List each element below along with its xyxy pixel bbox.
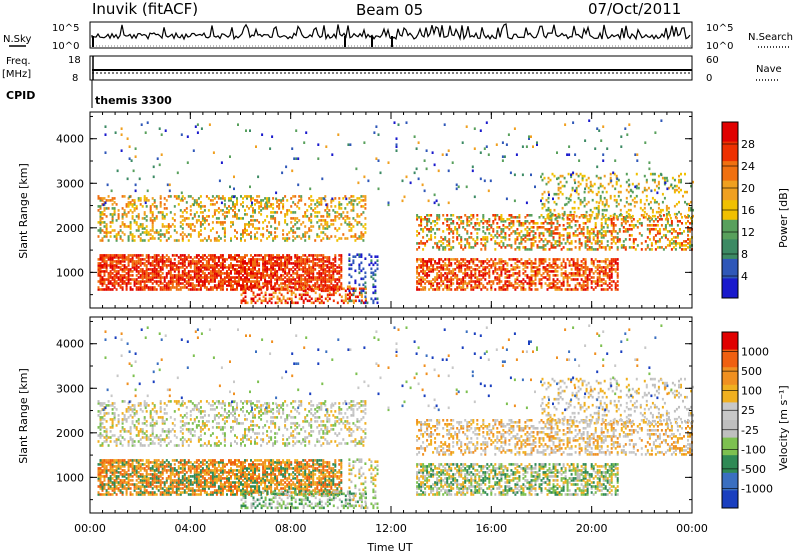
cpid-value: themis 3300 bbox=[95, 94, 172, 107]
noise-sky-label: N.Sky bbox=[3, 34, 31, 45]
velocity-colorbar: 1000 500 100 25 -25 -100 -500 -1000 Velocity [m… bbox=[721, 331, 790, 509]
noise-sky-trace bbox=[91, 23, 691, 47]
x-tick-label: 08:00 bbox=[275, 522, 307, 535]
noise-left-tick-top: 10^5 bbox=[52, 23, 79, 34]
colorbar-tick-label: 1000 bbox=[741, 346, 769, 359]
colorbar-tick-label: -1000 bbox=[741, 482, 773, 495]
nave-right-tick-top: 60 bbox=[706, 55, 719, 66]
colorbar-tick-label: 4 bbox=[741, 270, 748, 283]
y-tick-label: 2000 bbox=[56, 222, 84, 235]
colorbar-tick-label: 24 bbox=[741, 160, 755, 173]
velocity-colorbar-label: Velocity [m s⁻¹] bbox=[777, 385, 790, 470]
velocity-heatmap-panel: 00:00 04:00 08:00 12:00 16:00 20:00 00:00 1000… bbox=[17, 316, 708, 554]
power-y-axis-label: Slant Range [km] bbox=[17, 163, 30, 259]
x-tick-label: 12:00 bbox=[375, 522, 407, 535]
freq-left-tick-bottom: 8 bbox=[72, 73, 78, 84]
cpid-label: CPID bbox=[6, 89, 35, 102]
noise-left-tick-bottom: 10^0 bbox=[52, 41, 79, 52]
velocity-heatmap bbox=[97, 324, 694, 510]
nave-right-tick-bottom: 0 bbox=[706, 73, 712, 84]
colorbar-tick-label: 25 bbox=[741, 404, 755, 417]
nave-label: Nave bbox=[756, 64, 782, 75]
x-axis-label: Time UT bbox=[366, 541, 412, 554]
power-colorbar-label: Power [dB] bbox=[777, 188, 790, 248]
colorbar-tick-label: 12 bbox=[741, 226, 755, 239]
colorbar-tick-label: 8 bbox=[741, 248, 748, 261]
freq-label-1: Freq. bbox=[6, 56, 31, 67]
y-tick-label: 3000 bbox=[56, 177, 84, 190]
date-title: 07/Oct/2011 bbox=[588, 0, 681, 18]
cpid-panel: CPID themis 3300 bbox=[6, 80, 172, 108]
y-tick-label: 3000 bbox=[56, 382, 84, 395]
power-heatmap bbox=[97, 119, 694, 305]
y-tick-label: 1000 bbox=[56, 266, 84, 279]
freq-left-tick-top: 18 bbox=[68, 55, 81, 66]
colorbar-tick-label: 28 bbox=[741, 138, 755, 151]
x-tick-label: 04:00 bbox=[174, 522, 206, 535]
x-tick-label: 00:00 bbox=[676, 522, 708, 535]
noise-search-label: N.Search bbox=[748, 32, 793, 43]
power-colorbar: 4 8 12 16 20 24 28 Power [dB] bbox=[721, 121, 790, 299]
colorbar-tick-label: 100 bbox=[741, 385, 762, 398]
noise-right-tick-bottom: 10^0 bbox=[706, 41, 733, 52]
colorbar-tick-label: -25 bbox=[741, 424, 759, 437]
x-tick-label: 20:00 bbox=[576, 522, 608, 535]
velocity-y-axis-label: Slant Range [km] bbox=[17, 368, 30, 464]
colorbar-tick-label: 16 bbox=[741, 204, 755, 217]
noise-panel: N.Sky 10^5 10^0 10^5 10^0 N.Search bbox=[3, 21, 793, 52]
noise-right-tick-top: 10^5 bbox=[706, 23, 733, 34]
y-tick-label: 2000 bbox=[56, 427, 84, 440]
beam-title: Beam 05 bbox=[356, 1, 423, 19]
y-tick-label: 4000 bbox=[56, 133, 84, 146]
colorbar-tick-label: -500 bbox=[741, 463, 766, 476]
x-tick-label: 16:00 bbox=[475, 522, 507, 535]
power-heatmap-panel: 1000 2000 3000 4000 Slant Range [km] bbox=[17, 111, 694, 309]
station-title: Inuvik (fitACF) bbox=[92, 0, 198, 18]
y-tick-label: 1000 bbox=[56, 471, 84, 484]
frequency-panel: Freq. [MHz] 18 8 60 0 Nave bbox=[2, 55, 782, 84]
freq-label-2: [MHz] bbox=[2, 69, 31, 80]
y-tick-label: 4000 bbox=[56, 338, 84, 351]
colorbar-tick-label: -100 bbox=[741, 443, 766, 456]
x-tick-label: 00:00 bbox=[74, 522, 106, 535]
colorbar-tick-label: 500 bbox=[741, 365, 762, 378]
colorbar-tick-label: 20 bbox=[741, 182, 755, 195]
